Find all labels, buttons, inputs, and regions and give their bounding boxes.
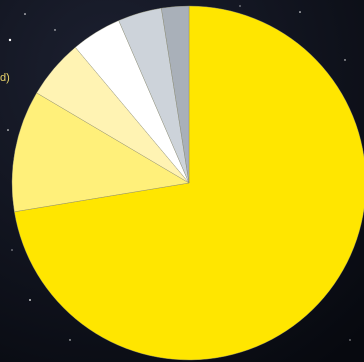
stars	[7, 5, 351, 341]
pie-slice	[161, 5, 190, 184]
annotation: d)	[0, 72, 10, 84]
pie-slice	[11, 92, 190, 213]
pie	[11, 5, 364, 361]
